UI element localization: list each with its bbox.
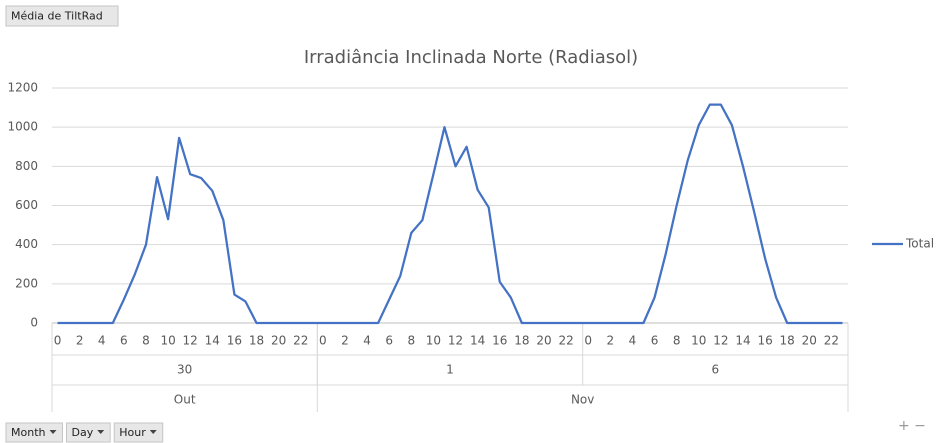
x-tick-label: 18 [249, 334, 264, 348]
expand-icon[interactable]: + − [898, 418, 926, 434]
x-tick-label: 4 [629, 334, 637, 348]
x-tick-label: 18 [780, 334, 795, 348]
x-tick-label: 12 [713, 334, 728, 348]
axis-field-button[interactable] [113, 422, 164, 443]
axis-field-label: Month [11, 426, 46, 439]
value-field-label: Média de TiltRad [11, 10, 103, 23]
chart-title: Irradiância Inclinada Norte (Radiasol) [304, 47, 638, 68]
x-tick-label: 20 [271, 334, 286, 348]
x-tick-label: 8 [673, 334, 681, 348]
axis-field-label: Day [71, 426, 93, 439]
series-line [57, 103, 843, 325]
x-tick-label: 0 [54, 334, 62, 348]
month-label: Nov [571, 393, 594, 407]
y-tick-label: 1000 [7, 120, 38, 134]
day-label: 30 [177, 363, 192, 377]
x-tick-label: 22 [293, 334, 308, 348]
axis-field-label: Hour [119, 426, 146, 439]
value-field-button[interactable] [5, 5, 119, 27]
x-tick-label: 18 [514, 334, 529, 348]
dropdown-arrow [49, 430, 57, 434]
x-tick-label: 16 [227, 334, 242, 348]
axis-field-button[interactable] [5, 422, 63, 443]
x-tick-label: 22 [824, 334, 839, 348]
legend-label: Total [905, 237, 934, 251]
x-tick-label: 22 [558, 334, 573, 348]
x-tick-label: 0 [584, 334, 592, 348]
x-tick-label: 10 [160, 334, 175, 348]
y-tick-label: 400 [15, 237, 38, 251]
x-tick-label: 12 [448, 334, 463, 348]
x-tick-label: 8 [407, 334, 415, 348]
x-tick-label: 8 [142, 334, 150, 348]
month-label: Out [174, 393, 196, 407]
x-tick-label: 14 [470, 334, 485, 348]
day-label: 1 [446, 363, 454, 377]
x-tick-label: 2 [76, 334, 84, 348]
x-tick-label: 4 [98, 334, 106, 348]
y-tick-label: 200 [15, 276, 38, 290]
x-tick-label: 16 [492, 334, 507, 348]
y-tick-label: 600 [15, 198, 38, 212]
x-tick-label: 16 [757, 334, 772, 348]
x-tick-label: 14 [735, 334, 750, 348]
dropdown-arrow [97, 430, 105, 434]
x-tick-label: 6 [651, 334, 659, 348]
day-label: 6 [712, 363, 720, 377]
x-tick-label: 2 [341, 334, 349, 348]
x-tick-label: 14 [205, 334, 220, 348]
x-tick-label: 10 [691, 334, 706, 348]
y-tick-label: 800 [15, 159, 38, 173]
axis-field-button[interactable] [65, 422, 111, 443]
y-tick-label: 1200 [7, 81, 38, 95]
y-tick-label: 0 [30, 316, 38, 330]
x-tick-label: 4 [363, 334, 371, 348]
x-tick-label: 6 [120, 334, 128, 348]
dropdown-arrow [149, 430, 157, 434]
x-tick-label: 12 [183, 334, 198, 348]
x-tick-label: 2 [606, 334, 614, 348]
x-tick-label: 6 [385, 334, 393, 348]
x-tick-label: 0 [319, 334, 327, 348]
x-tick-label: 10 [426, 334, 441, 348]
x-tick-label: 20 [536, 334, 551, 348]
x-tick-label: 20 [802, 334, 817, 348]
